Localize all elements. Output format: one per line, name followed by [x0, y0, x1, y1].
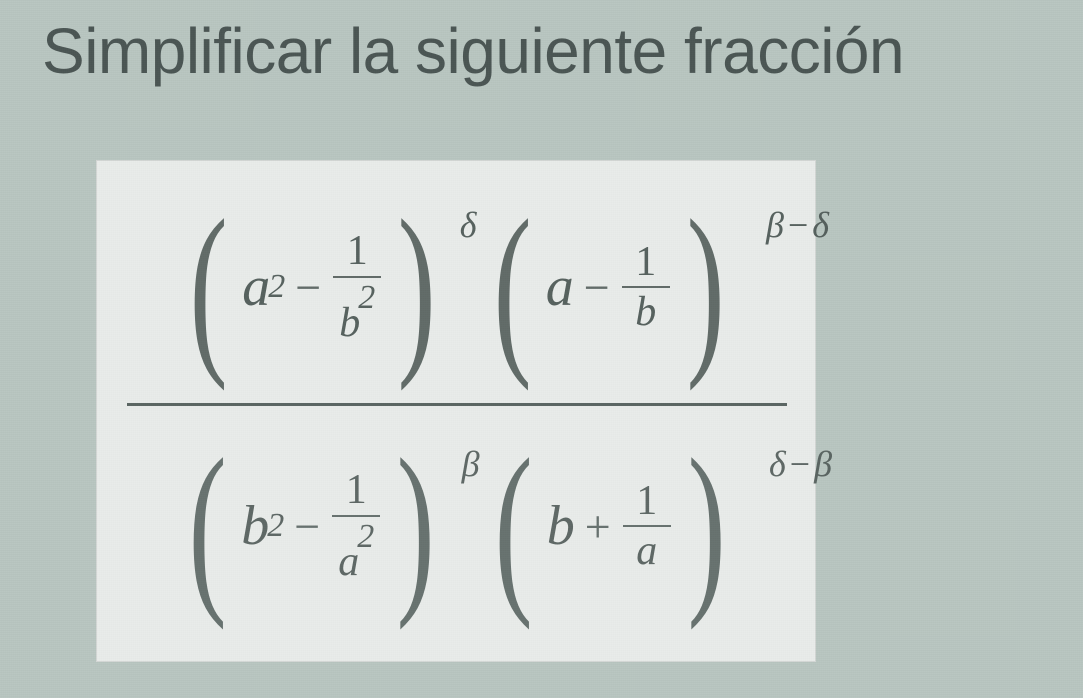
exp-delta: δ: [769, 444, 786, 484]
left-paren-icon: (: [189, 441, 227, 612]
outer-exponent: β−δ: [766, 204, 829, 246]
power-2: 2: [268, 268, 285, 306]
exp-delta: δ: [812, 205, 829, 245]
mini-frac-bot: b2: [333, 280, 381, 345]
numerator: ( a2 − 1 b2 ) δ ( a −: [173, 177, 741, 397]
main-fraction: ( a2 − 1 b2 ) δ ( a −: [117, 177, 797, 636]
left-paren-icon: (: [494, 441, 532, 612]
mini-frac-bar: [623, 525, 671, 527]
mini-fraction: 1 a: [623, 479, 671, 573]
right-paren-icon: ): [397, 441, 435, 612]
num-factor-1: ( a2 − 1 b2 ) δ: [177, 202, 449, 373]
mini-fraction: 1 b: [622, 240, 670, 334]
mini-frac-top: 1: [629, 240, 662, 284]
right-paren-icon: ): [686, 202, 724, 373]
variable-b: b: [635, 289, 656, 335]
minus-op: −: [285, 261, 331, 314]
exp-beta: β: [814, 444, 832, 484]
variable-b: b: [241, 494, 269, 558]
num-f2-inner: a − 1 b: [544, 240, 674, 334]
variable-a: a: [546, 255, 574, 319]
den-f2-inner: b + 1 a: [545, 479, 675, 573]
mini-frac-bot: a: [630, 529, 663, 573]
exp-minus: −: [784, 205, 812, 245]
left-paren-icon: (: [190, 202, 228, 373]
right-paren-icon: ): [687, 441, 725, 612]
plus-op: +: [575, 500, 621, 553]
num-factor-2: ( a − 1 b ) β−δ: [481, 202, 738, 373]
right-paren-icon: ): [398, 202, 436, 373]
mini-fraction: 1 a2: [332, 468, 380, 583]
mini-fraction: 1 b2: [333, 229, 381, 344]
mini-frac-top: 1: [340, 468, 373, 512]
mini-frac-bot: b: [629, 290, 662, 334]
minus-op: −: [574, 261, 620, 314]
variable-a: a: [242, 255, 270, 319]
power-2: 2: [267, 507, 284, 545]
denominator: ( b2 − 1 a2 ) β ( b +: [172, 416, 742, 636]
main-fraction-bar: [127, 403, 787, 406]
num-f1-inner: a2 − 1 b2: [240, 229, 385, 344]
den-factor-1: ( b2 − 1 a2 ) β: [176, 441, 448, 612]
mini-frac-bot: a2: [332, 519, 380, 584]
exp-beta: β: [766, 205, 784, 245]
mini-frac-top: 1: [341, 229, 374, 273]
exp-minus: −: [786, 444, 814, 484]
power-2: 2: [357, 518, 374, 555]
den-factor-2: ( b + 1 a ) δ−β: [482, 441, 739, 612]
den-f1-inner: b2 − 1 a2: [239, 468, 384, 583]
mini-frac-bar: [332, 515, 380, 517]
outer-exponent: δ: [460, 204, 477, 246]
variable-b: b: [547, 494, 575, 558]
mini-frac-bar: [333, 276, 381, 278]
minus-op: −: [284, 500, 330, 553]
page-title: Simplificar la siguiente fracción: [42, 14, 904, 88]
outer-exponent: δ−β: [769, 443, 832, 485]
mini-frac-top: 1: [630, 479, 663, 523]
left-paren-icon: (: [493, 202, 531, 373]
variable-a: a: [636, 528, 657, 574]
outer-exponent: β: [462, 443, 480, 485]
math-panel: ( a2 − 1 b2 ) δ ( a −: [96, 160, 816, 662]
mini-frac-bar: [622, 286, 670, 288]
power-2: 2: [358, 279, 375, 316]
